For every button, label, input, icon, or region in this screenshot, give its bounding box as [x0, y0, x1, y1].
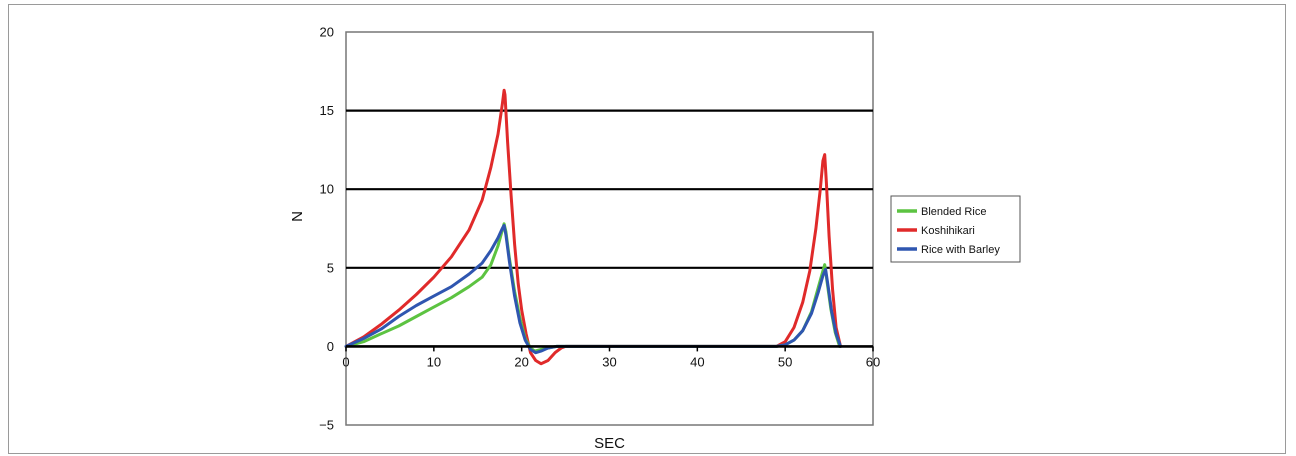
plot-area: [345, 31, 874, 426]
y-tick-label: −5: [319, 418, 334, 433]
x-tick-label: 60: [866, 354, 880, 369]
x-tick-label: 20: [514, 354, 528, 369]
x-tick-label: 40: [690, 354, 704, 369]
y-tick-label: 20: [320, 25, 334, 40]
series-lines: [344, 88, 842, 366]
x-axis-title: SEC: [594, 435, 625, 452]
series-line-koshihikari: [344, 88, 842, 366]
x-tick-label: 50: [778, 354, 792, 369]
y-tick-label: 10: [320, 182, 334, 197]
axes: [345, 345, 874, 352]
tick-labels: −5 0 5 10 15 20 0 10 20 30 40 50 60: [319, 25, 880, 433]
legend-label-koshihikari: Koshihikari: [921, 225, 975, 237]
y-tick-label: 0: [327, 339, 334, 354]
y-axis-title: N: [289, 211, 306, 222]
y-tick-label: 5: [327, 260, 334, 275]
legend-label-blended-rice: Blended Rice: [921, 206, 986, 218]
x-tick-label: 0: [342, 354, 349, 369]
x-tick-label: 30: [602, 354, 616, 369]
legend: Blended Rice Koshihikari Rice with Barley: [890, 195, 1021, 263]
legend-label-rice-with-barley: Rice with Barley: [921, 244, 1000, 256]
y-tick-label: 15: [320, 103, 334, 118]
x-tick-label: 10: [427, 354, 441, 369]
series-line-rice-with-barley: [344, 223, 842, 355]
gridlines: [346, 109, 873, 269]
